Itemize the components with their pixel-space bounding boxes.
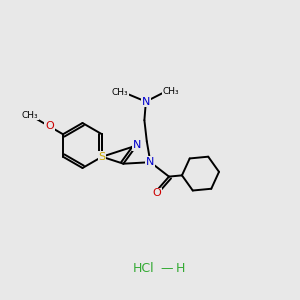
Text: HCl: HCl — [133, 262, 155, 275]
Text: N: N — [142, 97, 150, 106]
Text: N: N — [132, 140, 141, 151]
Text: O: O — [45, 122, 54, 131]
Text: O: O — [152, 188, 161, 198]
Text: H: H — [175, 262, 185, 275]
Text: CH₃: CH₃ — [111, 88, 128, 97]
Text: —: — — [160, 262, 173, 275]
Text: CH₃: CH₃ — [163, 87, 179, 96]
Text: N: N — [146, 157, 154, 167]
Text: S: S — [98, 152, 106, 162]
Text: CH₃: CH₃ — [21, 111, 38, 119]
